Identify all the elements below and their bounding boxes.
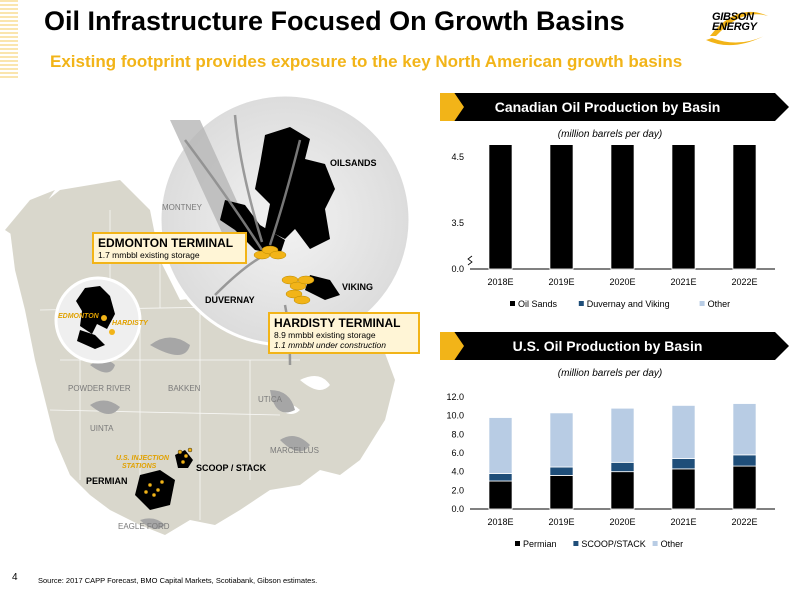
map-label-oilsands: OILSANDS xyxy=(330,158,377,168)
map-label-marcellus: MARCELLUS xyxy=(270,446,319,455)
bar-scoop-stack-2021E xyxy=(671,458,696,470)
x-tick-label: 2020E xyxy=(609,277,635,287)
edmonton-terminal-callout: EDMONTON TERMINAL 1.7 mmbbl existing sto… xyxy=(92,232,247,264)
bar-scoop-stack-2018E xyxy=(488,473,513,482)
bar-other-2019E xyxy=(549,412,574,468)
source-note: Source: 2017 CAPP Forecast, BMO Capital … xyxy=(38,576,318,585)
map-label-utica: UTICA xyxy=(258,395,282,404)
bar-other-2020E xyxy=(610,407,635,463)
canadian-production-chart: 0.0 3.5 4.5 2018E 2019E 2020E 2021E 2022E Oil Sa… xyxy=(451,145,775,309)
y-tick-label: 0.0 xyxy=(451,264,464,274)
bar-oil-sands-2018E xyxy=(488,145,513,270)
y-tick-label: 6.0 xyxy=(451,448,464,458)
map-label-scoop-stack: SCOOP / STACK xyxy=(196,463,267,473)
canadian-chart-units: (million barrels per day) xyxy=(557,129,663,140)
bar-oil-sands-2019E xyxy=(549,145,574,270)
bar-scoop-stack-2022E xyxy=(732,454,757,467)
map-label-edmonton: EDMONTON xyxy=(58,313,99,320)
bar-oil-sands-2020E xyxy=(610,145,635,270)
edmonton-callout-title: EDMONTON TERMINAL xyxy=(98,236,234,250)
page-subtitle: Existing footprint provides exposure to … xyxy=(50,52,683,71)
legend-swatch xyxy=(510,301,515,306)
map-label-powder-river: POWDER RIVER xyxy=(68,384,131,393)
hardisty-callout-line2: 1.1 mmbbl under construction xyxy=(274,340,386,350)
legend-label: Oil Sands xyxy=(518,299,558,309)
axis-break-mark xyxy=(467,255,473,266)
map-label-viking: VIKING xyxy=(342,282,374,292)
us-chart-header: U.S. Oil Production by Basin xyxy=(440,332,775,360)
bar-other-2018E xyxy=(488,417,513,474)
edmonton-callout-line1: 1.7 mmbbl existing storage xyxy=(98,250,200,260)
legend-label: Other xyxy=(708,299,731,309)
decorative-stripes xyxy=(0,0,18,80)
bar-permian-2019E xyxy=(549,475,574,510)
gibson-energy-logo xyxy=(706,11,768,46)
us-chart-units: (million barrels per day) xyxy=(557,368,663,379)
map-label-eagle-ford: EAGLE FORD xyxy=(118,522,170,531)
x-tick-label: 2021E xyxy=(670,277,696,287)
map-label-montney: MONTNEY xyxy=(162,203,202,212)
hardisty-callout-line1: 8.9 mmbbl existing storage xyxy=(274,330,376,340)
us-production-chart: 0.0 2.0 4.0 6.0 8.0 10.0 12.0 2018E 2019E 2020E 20… xyxy=(446,392,775,549)
hardisty-callout-title: HARDISTY TERMINAL xyxy=(274,316,401,330)
map-label-duvernay: DUVERNAY xyxy=(205,295,255,305)
legend-swatch xyxy=(515,541,520,546)
y-tick-label: 2.0 xyxy=(451,485,464,495)
legend-swatch xyxy=(652,541,658,546)
x-tick-label: 2021E xyxy=(670,517,696,527)
canadian-chart-header: Canadian Oil Production by Basin xyxy=(440,93,775,121)
north-america-map xyxy=(5,93,412,535)
legend-label: Permian xyxy=(523,539,557,549)
y-tick-label: 0.0 xyxy=(451,504,464,514)
legend-swatch xyxy=(578,301,584,306)
x-tick-label: 2022E xyxy=(731,277,757,287)
y-tick-label: 4.0 xyxy=(451,467,464,477)
x-tick-label: 2018E xyxy=(487,277,513,287)
legend-label: SCOOP/STACK xyxy=(581,539,645,549)
y-tick-label: 8.0 xyxy=(451,429,464,439)
page-number: 4 xyxy=(12,572,18,583)
map-label-us-injection: U.S. INJECTION xyxy=(116,455,169,462)
y-tick-label: 3.5 xyxy=(451,218,464,228)
bar-other-2021E xyxy=(671,404,696,460)
logo-text: GIBSON ENERGY xyxy=(712,11,757,33)
legend-swatch xyxy=(573,541,579,546)
bar-other-2022E xyxy=(732,403,757,456)
bar-permian-2021E xyxy=(671,468,696,510)
bar-scoop-stack-2020E xyxy=(610,461,635,473)
x-tick-label: 2022E xyxy=(731,517,757,527)
map-label-uinta: UINTA xyxy=(90,424,114,433)
legend-swatch xyxy=(699,301,705,306)
bar-scoop-stack-2019E xyxy=(549,466,574,476)
map-label-stations: STATIONS xyxy=(122,463,157,470)
page-title: Oil Infrastructure Focused On Growth Bas… xyxy=(44,6,625,36)
y-tick-label: 10.0 xyxy=(446,411,464,421)
x-tick-label: 2020E xyxy=(609,517,635,527)
x-tick-label: 2018E xyxy=(487,517,513,527)
y-tick-label: 12.0 xyxy=(446,392,464,402)
bar-permian-2022E xyxy=(732,465,757,510)
bar-oil-sands-2022E xyxy=(732,145,757,270)
map-label-hardisty: HARDISTY xyxy=(112,320,148,327)
map-label-bakken: BAKKEN xyxy=(168,384,201,393)
x-tick-label: 2019E xyxy=(548,277,574,287)
bar-permian-2020E xyxy=(610,471,635,510)
bar-oil-sands-2021E xyxy=(671,145,696,270)
bar-permian-2018E xyxy=(488,480,513,510)
legend-label: Duvernay and Viking xyxy=(587,299,670,309)
y-tick-label: 4.5 xyxy=(451,152,464,162)
hardisty-terminal-callout: HARDISTY TERMINAL 8.9 mmbbl existing sto… xyxy=(268,312,420,354)
x-tick-label: 2019E xyxy=(548,517,574,527)
map-label-permian: PERMIAN xyxy=(86,476,128,486)
legend-label: Other xyxy=(661,539,684,549)
